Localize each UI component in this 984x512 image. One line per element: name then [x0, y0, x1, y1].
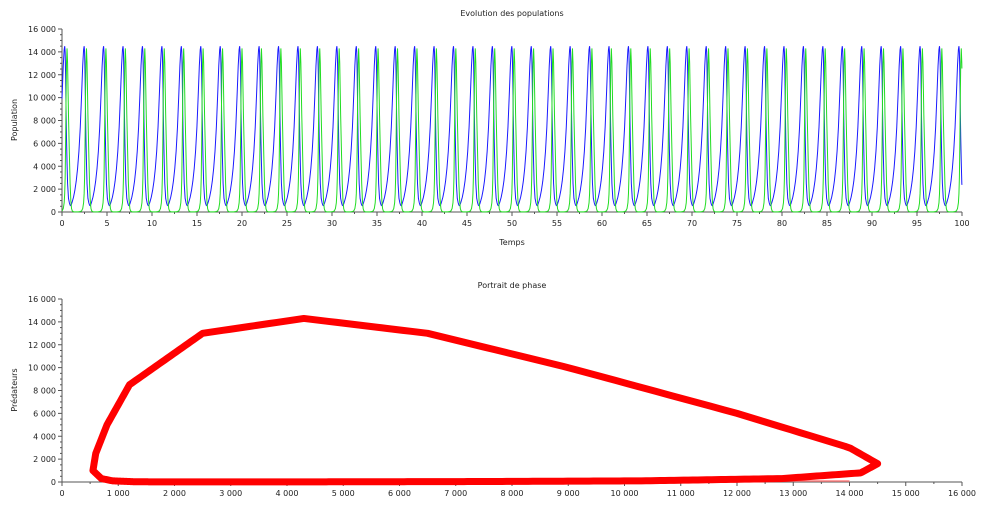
y-tick-label: 4 000 [33, 162, 56, 171]
x-tick-label: 10 000 [611, 489, 639, 498]
x-tick-label: 5 000 [332, 489, 355, 498]
x-tick-label: 15 [192, 219, 202, 228]
y-tick-label: 12 000 [28, 71, 56, 80]
phase-trajectory [89, 314, 882, 486]
x-tick-label: 40 [417, 219, 427, 228]
x-tick-label: 8 000 [501, 489, 524, 498]
y-tick-label: 6 000 [33, 409, 56, 418]
x-tick-label: 12 000 [723, 489, 751, 498]
plot1-xlabel: Temps [498, 238, 525, 247]
y-tick-label: 6 000 [33, 139, 56, 148]
x-tick-label: 50 [507, 219, 517, 228]
y-tick-label: 12 000 [28, 341, 56, 350]
x-tick-label: 15 000 [892, 489, 920, 498]
x-tick-label: 100 [954, 219, 969, 228]
y-tick-label: 2 000 [33, 455, 56, 464]
x-tick-label: 0 [59, 489, 64, 498]
x-tick-label: 3 000 [219, 489, 242, 498]
y-tick-label: 8 000 [33, 387, 56, 396]
y-tick-label: 14 000 [28, 48, 56, 57]
x-tick-label: 20 [237, 219, 247, 228]
x-tick-label: 14 000 [836, 489, 864, 498]
x-tick-label: 85 [822, 219, 832, 228]
y-tick-label: 0 [51, 478, 56, 487]
x-tick-label: 6 000 [388, 489, 411, 498]
x-tick-label: 0 [59, 219, 64, 228]
x-tick-label: 45 [462, 219, 472, 228]
x-tick-label: 16 000 [948, 489, 976, 498]
x-tick-label: 95 [912, 219, 922, 228]
x-tick-label: 55 [552, 219, 562, 228]
series-prey [61, 46, 963, 207]
y-tick-label: 8 000 [33, 117, 56, 126]
y-tick-label: 16 000 [28, 25, 56, 34]
x-tick-label: 5 [104, 219, 109, 228]
x-tick-label: 75 [732, 219, 742, 228]
y-tick-label: 2 000 [33, 185, 56, 194]
x-tick-label: 4 000 [276, 489, 299, 498]
y-tick-label: 16 000 [28, 295, 56, 304]
x-tick-label: 25 [282, 219, 292, 228]
y-tick-label: 4 000 [33, 432, 56, 441]
y-tick-label: 14 000 [28, 318, 56, 327]
population-plot: Evolution des populations Temps Populati… [10, 9, 970, 247]
x-tick-label: 90 [867, 219, 877, 228]
x-tick-label: 35 [372, 219, 382, 228]
x-tick-label: 11 000 [667, 489, 695, 498]
y-tick-label: 10 000 [28, 94, 56, 103]
plot2-ylabel: Prédateurs [9, 368, 19, 411]
plot1-title: Evolution des populations [460, 9, 563, 18]
x-tick-label: 30 [327, 219, 337, 228]
x-tick-label: 70 [687, 219, 697, 228]
series-predators [61, 48, 963, 213]
y-tick-label: 0 [51, 208, 56, 217]
x-tick-label: 65 [642, 219, 652, 228]
x-tick-label: 60 [597, 219, 607, 228]
y-tick-label: 10 000 [28, 364, 56, 373]
x-tick-label: 2 000 [163, 489, 186, 498]
x-tick-label: 13 000 [779, 489, 807, 498]
x-tick-label: 1 000 [107, 489, 130, 498]
x-tick-label: 9 000 [557, 489, 580, 498]
x-tick-label: 80 [777, 219, 787, 228]
x-tick-label: 7 000 [444, 489, 467, 498]
x-tick-label: 10 [147, 219, 157, 228]
phase-portrait-plot: Portrait de phase Prédateurs 0 1 000 2 000… [9, 281, 976, 498]
plot2-title: Portrait de phase [478, 281, 547, 290]
plot1-ylabel: Population [10, 99, 19, 141]
